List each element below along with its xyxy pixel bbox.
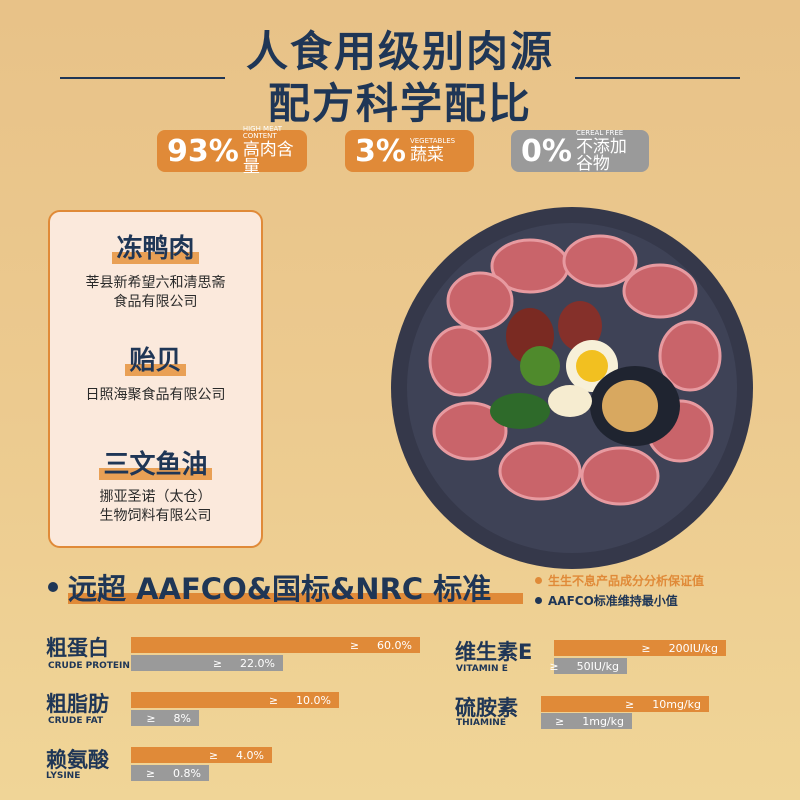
badge-vegetables: 3% VEGETABLES 蔬菜 (345, 130, 474, 172)
nutrient-label: 粗蛋白 (46, 636, 109, 660)
food-plate-image (391, 207, 753, 569)
source-supplier: 莘县新希望六和清思斋 食品有限公司 (85, 275, 226, 310)
badge-cn: 不添加谷物 (575, 136, 627, 174)
aafco-bar: ≥1mg/kg (541, 713, 632, 729)
source-supplier: 挪亚圣诺（太仓） 生物饲料有限公司 (99, 489, 212, 524)
standards-title: 远超 AAFCO&国标&NRC 标准 (68, 572, 492, 606)
badge-cereal-free: 0% CEREAL FREE 不添加谷物 (511, 128, 649, 174)
badge-cn: 高肉含量 (242, 140, 294, 177)
nutrient-label: 硫胺素 (455, 696, 518, 720)
legend-aafco: AAFCO标准维持最小值 (548, 594, 678, 608)
headline-line2: 配方科学配比 (267, 79, 532, 128)
source-name: 冻鸭肉 (50, 228, 261, 265)
product-bar: ≥10mg/kg (541, 696, 709, 712)
product-bar: ≥10.0% (131, 692, 339, 708)
product-bar: ≥200IU/kg (554, 640, 726, 656)
product-bar: ≥60.0% (131, 637, 420, 653)
legend-product: 生生不息产品成分分析保证值 (548, 574, 705, 588)
headline-line1: 人食用级别肉源 (245, 27, 554, 76)
badge-meat: 93% HIGH MEAT CONTENT 高肉含量 (157, 126, 307, 176)
nutrient-label: 赖氨酸 (46, 748, 109, 772)
nutrient-label-en: CRUDE FAT (48, 716, 104, 726)
badge-pct: 93% (167, 133, 239, 169)
source-supplier: 日照海聚食品有限公司 (85, 387, 226, 403)
nutrient-label-en: CRUDE PROTEIN (48, 661, 130, 671)
aafco-bar: ≥50IU/kg (549, 658, 627, 674)
ingredient-sources-card: 冻鸭肉 莘县新希望六和清思斋 食品有限公司 贻贝 日照海聚食品有限公司 三文鱼油 … (48, 210, 263, 548)
badge-en: HIGH MEAT CONTENT (242, 125, 283, 140)
title-underline (68, 593, 523, 604)
aafco-bar: ≥22.0% (131, 655, 283, 671)
nutrient-label-en: THIAMINE (456, 718, 506, 728)
nutrient-label: 粗脂肪 (46, 692, 109, 716)
product-bar: ≥4.0% (131, 747, 272, 763)
badge-cn: 蔬菜 (409, 145, 444, 165)
source-name: 三文鱼油 (50, 444, 261, 481)
nutrient-label-en: VITAMIN E (456, 664, 508, 674)
divider-right (575, 77, 740, 79)
nutrient-label: 维生素E (455, 640, 533, 664)
divider-left (60, 77, 225, 79)
badge-en: CEREAL FREE (575, 128, 624, 137)
legend-swatch-aafco (535, 597, 542, 604)
source-name: 贻贝 (50, 340, 261, 377)
legend-swatch-product (535, 577, 542, 584)
aafco-bar: ≥0.8% (131, 765, 209, 781)
badge-pct: 0% (521, 133, 572, 169)
nutrient-label-en: LYSINE (46, 771, 81, 781)
badge-en: VEGETABLES (409, 137, 456, 145)
bullet-icon (48, 582, 58, 592)
badge-pct: 3% (355, 133, 406, 169)
aafco-bar: ≥8% (131, 710, 199, 726)
